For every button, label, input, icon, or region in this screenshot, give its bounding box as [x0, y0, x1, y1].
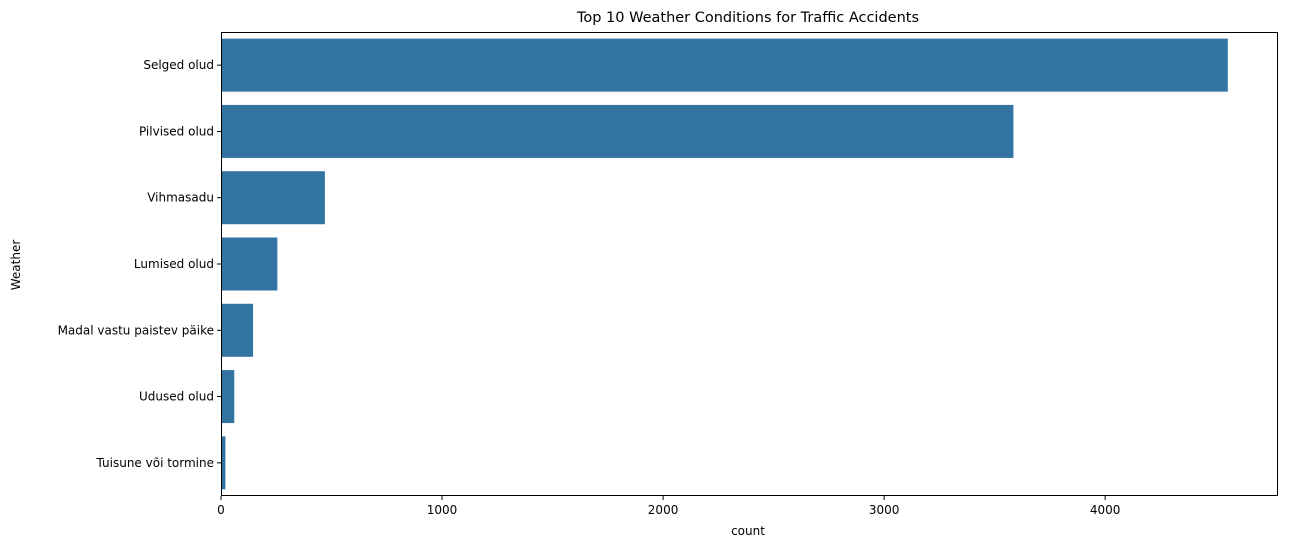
- x-tick-label: 2000: [648, 503, 679, 517]
- y-tick-label: Madal vastu paistev päike: [58, 323, 214, 337]
- bar: [221, 171, 325, 225]
- y-tick-label: Pilvised olud: [139, 124, 214, 138]
- x-axis-ticks: 0 1000 2000 3000 4000: [217, 496, 1120, 517]
- bar: [221, 370, 235, 424]
- x-axis-label: count: [731, 524, 765, 538]
- bar: [221, 237, 278, 291]
- y-tick-label: Lumised olud: [134, 257, 214, 271]
- bar: [221, 436, 226, 490]
- chart-title: Top 10 Weather Conditions for Traffic Ac…: [576, 10, 919, 26]
- bar: [221, 38, 1228, 92]
- y-axis-label: Weather: [9, 240, 23, 291]
- bars-group: [221, 38, 1228, 490]
- plot-frame: [221, 32, 1278, 496]
- y-tick-label: Tuisune või tormine: [96, 456, 214, 470]
- x-tick-label: 0: [217, 503, 225, 517]
- y-tick-label: Vihmasadu: [147, 191, 214, 205]
- x-tick-label: 1000: [427, 503, 458, 517]
- x-tick-label: 3000: [869, 503, 900, 517]
- x-tick-label: 4000: [1090, 503, 1121, 517]
- y-tick-label: Selged olud: [143, 58, 214, 72]
- y-axis-ticks: Selged olud Pilvised olud Vihmasadu Lumised…: [58, 58, 221, 470]
- bar: [221, 303, 254, 357]
- y-tick-label: Udused olud: [139, 390, 214, 404]
- bar: [221, 104, 1014, 158]
